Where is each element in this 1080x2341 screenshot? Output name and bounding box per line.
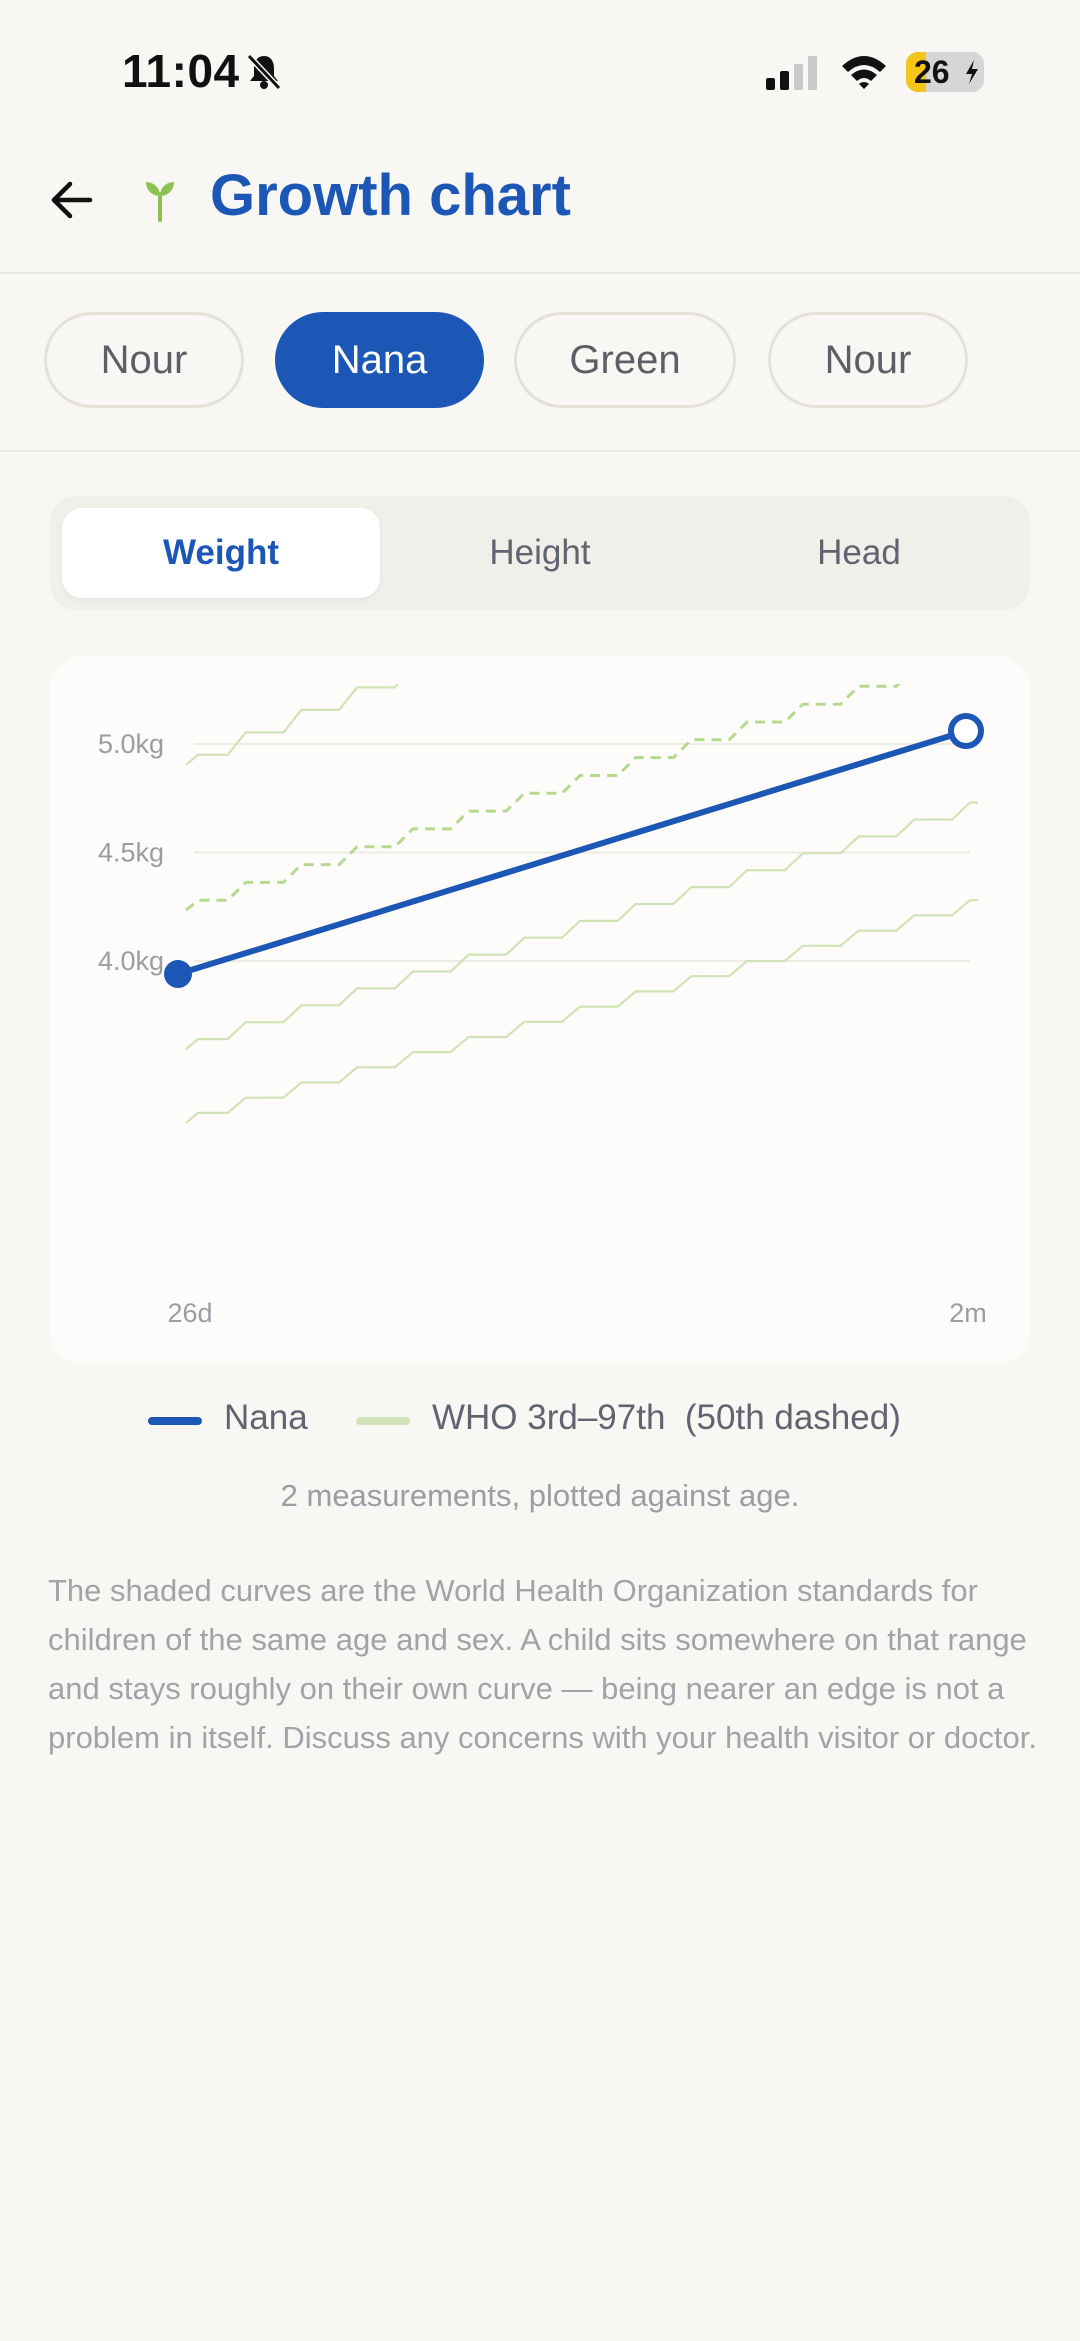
charging-bolt-icon (966, 60, 978, 84)
who-percentile-15-curve (185, 801, 978, 1050)
battery-level (906, 52, 927, 92)
who-percentile-3-curve (185, 899, 978, 1124)
legend-label-nana: Nana (224, 1398, 308, 1437)
status-bar: 11:04 26 (0, 0, 1080, 140)
back-button[interactable] (46, 174, 98, 226)
child-selector: Nour Nana Green Nour (0, 274, 1080, 452)
nana-series-line (175, 727, 969, 978)
nana-point-latest (948, 712, 984, 749)
legend-swatch-nana (148, 1417, 202, 1425)
child-chip-nana[interactable]: Nana (275, 312, 484, 408)
legend-label-who: WHO 3rd–97th (50th dashed) (432, 1398, 901, 1437)
legend-swatch-who (356, 1417, 410, 1425)
chart-legend: Nana WHO 3rd–97th (50th dashed) (0, 1392, 1080, 1452)
measurement-caption: 2 measurements, plotted against age. (280, 1478, 800, 1513)
tab-head[interactable]: Head (817, 533, 901, 572)
x-tick-label: 2m (949, 1298, 987, 1328)
who-explanation: The shaded curves are the World Health O… (48, 1573, 1037, 1755)
status-time: 11:04 (122, 45, 240, 97)
child-chip-green[interactable]: Green (514, 312, 736, 408)
who-percentile-50-curve (185, 684, 901, 912)
growth-chart: 5.0kg 4.5kg 4.0kg 26d 2m (98, 684, 987, 1328)
cellular-signal-icon (766, 56, 822, 95)
wifi-icon (840, 52, 888, 95)
tab-height[interactable]: Height (489, 533, 591, 572)
y-tick-label: 4.0kg (98, 946, 164, 976)
growth-chart-card: 5.0kg 4.5kg 4.0kg 26d 2m (50, 656, 1030, 1364)
page-title: Growth chart (210, 163, 571, 228)
sprout-icon (142, 176, 178, 227)
app-header: Growth chart (0, 140, 1080, 274)
arrow-left-icon (51, 181, 93, 219)
bell-muted-icon (244, 52, 284, 97)
y-tick-label: 4.5kg (98, 838, 164, 868)
measurement-tabs: Weight Height Head (50, 496, 1030, 610)
child-chip-nour[interactable]: Nour (44, 312, 244, 408)
battery-indicator: 26 (906, 52, 984, 92)
nana-point-first (164, 960, 192, 989)
tab-weight[interactable]: Weight (62, 508, 380, 598)
x-tick-label: 26d (167, 1298, 212, 1328)
battery-percent: 26 (914, 54, 950, 90)
y-tick-label: 5.0kg (98, 729, 164, 759)
child-chip-nour-2[interactable]: Nour (768, 312, 968, 408)
who-curves (185, 684, 978, 1124)
who-percentile-97-curve (185, 684, 400, 766)
